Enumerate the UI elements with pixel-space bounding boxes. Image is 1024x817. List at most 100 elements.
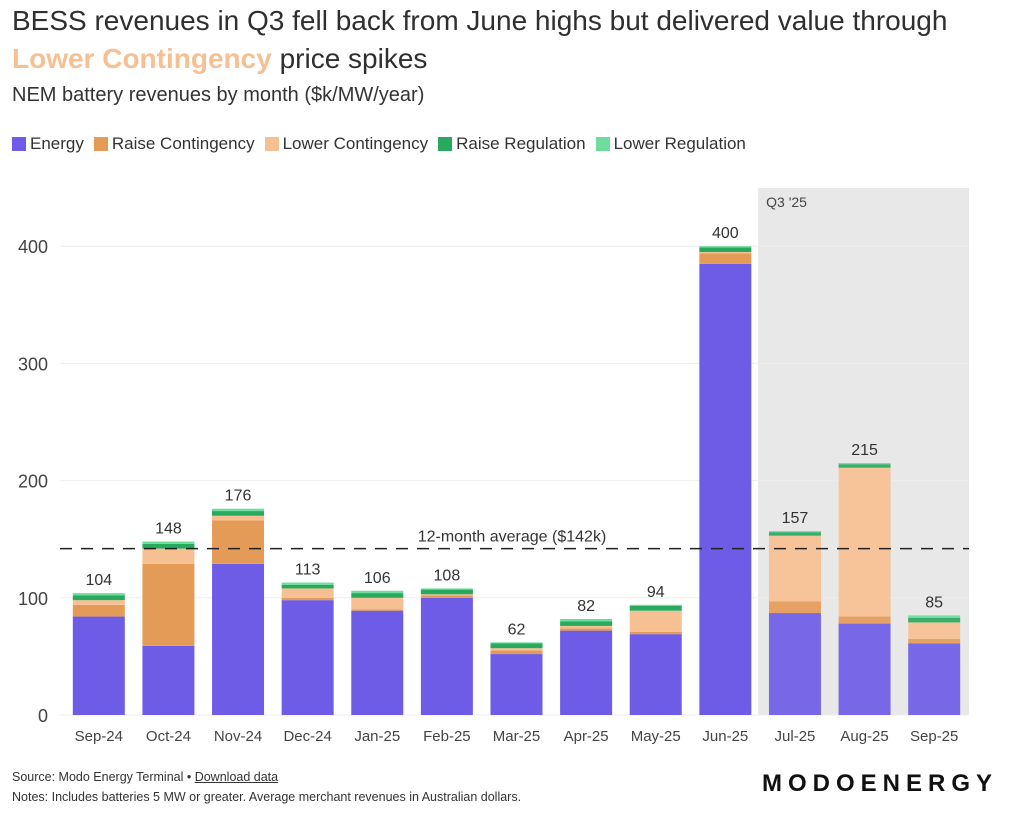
bar-total-label: 85 [925, 594, 943, 611]
bar-segment-energy [72, 616, 125, 715]
bar-total-label: 94 [647, 584, 665, 601]
y-tick-label: 400 [18, 237, 48, 257]
bar-segment-lower-contingency [281, 588, 334, 598]
title-highlight: Lower Contingency [12, 43, 272, 74]
bar-segment-lower-regulation [142, 541, 195, 544]
bar-segment-energy [768, 613, 821, 715]
legend-item-lower-regulation: Lower Regulation [595, 134, 746, 154]
bar-segment-raise-contingency [699, 253, 752, 264]
bar-segment-lower-contingency [699, 252, 752, 254]
bar-segment-raise-contingency [420, 595, 473, 598]
bar-total-label: 148 [155, 521, 182, 538]
bar-segment-raise-contingency [281, 597, 334, 601]
y-tick-label: 0 [38, 706, 48, 726]
title-text-part1: BESS revenues in Q3 fell back from June … [12, 5, 948, 36]
legend-swatch [93, 137, 108, 151]
title-text-part2: price spikes [271, 43, 428, 74]
bar-segment-raise-regulation [838, 464, 891, 468]
x-tick-label: Sep-25 [910, 728, 958, 745]
bar-total-label: 157 [782, 510, 809, 527]
bar-segment-raise-contingency [838, 616, 891, 624]
bar-segment-raise-contingency [908, 638, 961, 644]
bar-segment-energy [490, 654, 543, 715]
bar-segment-lower-contingency [768, 535, 821, 602]
bar-segment-raise-regulation [212, 511, 265, 516]
x-tick-label: Apr-25 [564, 728, 609, 745]
modo-energy-logo: MODOENERGY [761, 770, 998, 797]
bar-segment-energy [142, 645, 195, 715]
average-line-label: 12-month average ($142k) [418, 529, 607, 546]
bar-total-label: 108 [434, 567, 461, 584]
bar-segment-lower-contingency [908, 622, 961, 639]
bar-segment-lower-contingency [629, 610, 682, 632]
q3-region-label: Q3 '25 [766, 194, 807, 210]
bar-segment-energy [908, 643, 961, 715]
legend-item-raise-contingency: Raise Contingency [93, 134, 255, 154]
bar-segment-energy [699, 263, 752, 715]
bar-segment-lower-regulation [699, 246, 752, 248]
bar-segment-raise-contingency [351, 609, 404, 611]
legend: Energy Raise Contingency Lower Contingency… [12, 134, 746, 154]
bar-segment-lower-contingency [838, 467, 891, 617]
bar-total-label: 400 [712, 225, 739, 242]
bar-segment-lower-contingency [72, 600, 125, 605]
bar-total-label: 62 [508, 621, 526, 638]
bar-segment-raise-regulation [560, 621, 613, 626]
bar-total-label: 106 [364, 570, 391, 587]
bar-segment-lower-regulation [629, 604, 682, 607]
bar-segment-raise-contingency [72, 604, 125, 617]
bar-segment-lower-regulation [212, 508, 265, 512]
y-tick-label: 300 [18, 354, 48, 374]
bar-segment-raise-contingency [768, 601, 821, 614]
legend-swatch [12, 137, 26, 151]
legend-item-energy: Energy [12, 134, 84, 154]
legend-swatch [595, 137, 610, 151]
legend-item-raise-regulation: Raise Regulation [438, 134, 586, 154]
bar-total-label: 215 [851, 442, 878, 459]
chart-subtitle: NEM battery revenues by month ($k/MW/yea… [12, 84, 425, 106]
bar-segment-raise-regulation [72, 595, 125, 601]
bar-total-label: 113 [295, 562, 321, 579]
x-tick-label: Feb-25 [423, 728, 471, 745]
bar-segment-lower-regulation [420, 588, 473, 590]
bar-segment-lower-contingency [351, 597, 404, 610]
bar-segment-lower-regulation [72, 593, 125, 596]
legend-label: Lower Contingency [282, 134, 429, 153]
bar-segment-energy [838, 623, 891, 715]
source-text: Source: Modo Energy Terminal • [12, 770, 195, 784]
notes-line: Notes: Includes batteries 5 MW or greate… [12, 790, 522, 804]
bar-segment-lower-regulation [560, 618, 613, 622]
bar-segment-lower-regulation [908, 615, 961, 618]
x-tick-label: Jul-25 [775, 728, 816, 745]
bar-segment-lower-regulation [768, 530, 821, 533]
bar-segment-energy [212, 563, 265, 715]
bar-segment-raise-contingency [212, 520, 265, 564]
bar-segment-raise-regulation [490, 643, 543, 649]
bar-segment-lower-regulation [838, 463, 891, 465]
legend-label: Raise Regulation [456, 134, 586, 153]
bar-segment-energy [560, 630, 613, 715]
bar-segment-raise-regulation [768, 532, 821, 536]
x-tick-label: Mar-25 [493, 728, 541, 745]
download-data-link[interactable]: Download data [194, 770, 279, 784]
bar-segment-lower-contingency [560, 625, 613, 629]
bar-segment-raise-contingency [560, 628, 613, 631]
bar-segment-lower-contingency [490, 648, 543, 651]
x-tick-label: Dec-24 [283, 728, 331, 745]
bar-total-label: 104 [85, 572, 112, 589]
bar-total-label: 176 [225, 488, 252, 505]
x-tick-label: Aug-25 [840, 728, 888, 745]
bar-segment-lower-regulation [490, 642, 543, 644]
x-tick-label: Jan-25 [354, 728, 400, 745]
bar-segment-energy [351, 610, 404, 715]
chart-title: BESS revenues in Q3 fell back from June … [12, 2, 1012, 78]
legend-item-lower-contingency: Lower Contingency [264, 134, 429, 154]
bar-segment-lower-regulation [281, 582, 334, 585]
bar-total-label: 82 [577, 598, 595, 615]
x-tick-label: Sep-24 [75, 728, 123, 745]
bar-segment-lower-contingency [142, 548, 195, 564]
bar-segment-lower-regulation [351, 590, 404, 594]
y-tick-label: 100 [18, 589, 48, 609]
bar-segment-lower-contingency [420, 594, 473, 596]
